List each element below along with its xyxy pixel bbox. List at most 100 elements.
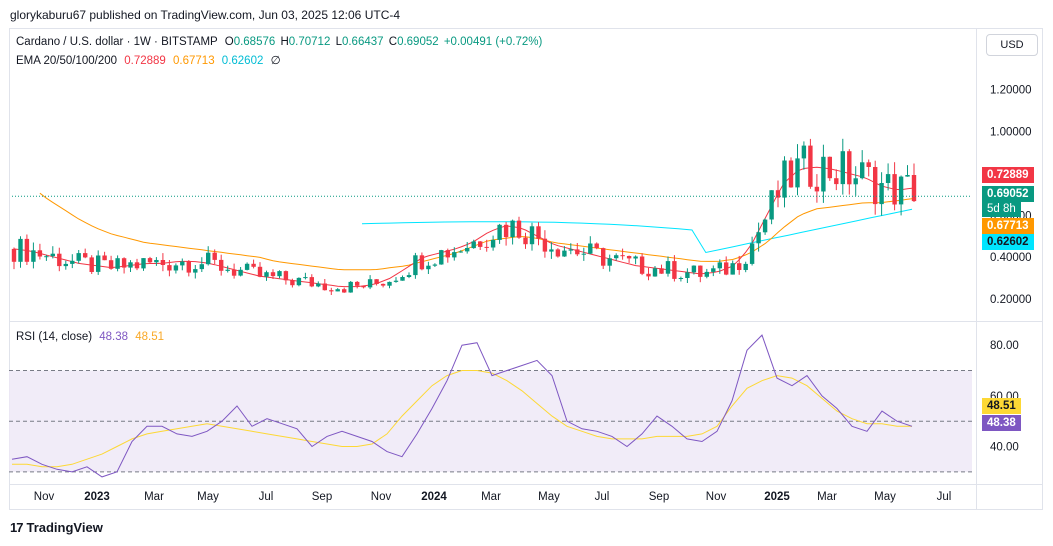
candle-body <box>607 258 612 266</box>
candle-body <box>691 265 697 273</box>
rsi-value: 48.38 <box>99 331 129 343</box>
candle-body <box>568 249 573 251</box>
candle-body <box>121 258 127 268</box>
candle-body <box>316 283 321 287</box>
candle-body <box>115 258 120 269</box>
candle-body <box>167 265 172 271</box>
candle-body <box>905 175 910 177</box>
rsi-line <box>11 334 913 478</box>
candle-body <box>555 249 561 257</box>
candle-body <box>749 243 755 264</box>
time-scale-border <box>9 484 1043 485</box>
candle-body <box>11 248 17 262</box>
candle-body <box>601 248 606 266</box>
candle-body <box>801 145 807 159</box>
candle-body <box>510 220 515 238</box>
candle-body <box>44 256 49 258</box>
candle-body <box>406 275 412 277</box>
candle-body <box>821 156 826 192</box>
candle-body <box>717 262 722 269</box>
candle-body <box>827 156 832 179</box>
tradingview-logo[interactable]: 17 TradingView <box>10 520 103 535</box>
candle-body <box>685 272 690 278</box>
currency-button[interactable]: USD <box>986 34 1038 56</box>
rsi-band-fill <box>9 370 972 472</box>
candle-body <box>108 260 114 269</box>
candle-body <box>96 255 101 272</box>
ema-label[interactable]: EMA 20/50/100/200 <box>16 55 118 67</box>
ema200-value: ∅ <box>270 55 281 67</box>
candle-body <box>329 290 334 292</box>
candle-body <box>193 269 198 273</box>
candle-body <box>652 268 658 277</box>
ema100-line <box>361 208 913 254</box>
candle-body <box>296 277 302 286</box>
candle-body <box>665 261 671 274</box>
time-tick-label: Nov <box>34 491 55 503</box>
candle-body <box>847 151 852 185</box>
open-label: O <box>224 36 234 48</box>
candle-body <box>853 178 858 185</box>
ema50-line <box>39 192 915 271</box>
candle-body <box>283 271 289 281</box>
tradingview-mark-icon: 17 <box>10 520 24 535</box>
candle-body <box>743 263 748 270</box>
candle-body <box>367 279 373 288</box>
candle-body <box>452 252 457 258</box>
candle-body <box>50 253 55 257</box>
low-label: L <box>335 36 342 48</box>
rsi-ma-tag: 48.51 <box>982 398 1021 414</box>
rsi-label[interactable]: RSI (14, close) <box>16 331 93 343</box>
candle-body <box>134 262 140 269</box>
candle-body <box>633 256 638 259</box>
time-tick-label: Jul <box>595 491 610 503</box>
candle-body <box>730 263 735 275</box>
candle-body <box>814 186 820 192</box>
candle-body <box>238 269 243 276</box>
candle-body <box>445 250 450 258</box>
candle-body <box>704 271 709 277</box>
candle-body <box>646 273 651 277</box>
time-tick-label: May <box>874 491 896 503</box>
pane-separator[interactable] <box>9 321 1043 322</box>
candle-body <box>620 255 625 257</box>
candle-body <box>898 176 904 205</box>
rsi-tick-label: 80.00 <box>990 340 1019 352</box>
candle-body <box>374 279 379 284</box>
candle-body <box>212 252 217 260</box>
candle-body <box>413 255 418 276</box>
candle-body <box>834 178 839 185</box>
candle-body <box>885 174 891 183</box>
candle-body <box>678 278 684 279</box>
candle-body <box>756 232 761 244</box>
candle-body <box>503 224 509 238</box>
candle-body <box>426 265 431 270</box>
candle-body <box>419 255 425 270</box>
price-tick-label: 1.00000 <box>990 126 1032 138</box>
candle-body <box>309 277 314 287</box>
price-tick-label: 0.40000 <box>990 252 1032 264</box>
candle-body <box>892 174 897 205</box>
candle-body <box>432 264 438 266</box>
candle-body <box>516 220 522 238</box>
candle-body <box>355 281 360 286</box>
candle-body <box>361 285 366 288</box>
candle-body <box>698 265 703 277</box>
candle-body <box>866 162 871 167</box>
time-tick-label: Mar <box>481 491 501 503</box>
close-price-tag: 0.69052 <box>982 186 1034 202</box>
candle-body <box>225 269 230 271</box>
candle-body <box>89 257 94 272</box>
candle-body <box>439 250 444 265</box>
ema20-value: 0.72889 <box>124 55 166 67</box>
high-label: H <box>280 36 289 48</box>
close-value: 0.69052 <box>397 36 439 48</box>
candle-body <box>264 272 269 277</box>
time-tick-label: Sep <box>649 491 669 503</box>
symbol-title[interactable]: Cardano / U.S. dollar · 1W · BITSTAMP <box>16 36 218 48</box>
candle-body <box>31 250 36 262</box>
candle-body <box>277 271 282 277</box>
candle-body <box>342 289 347 293</box>
rsi-ma-value: 48.51 <box>135 331 165 343</box>
